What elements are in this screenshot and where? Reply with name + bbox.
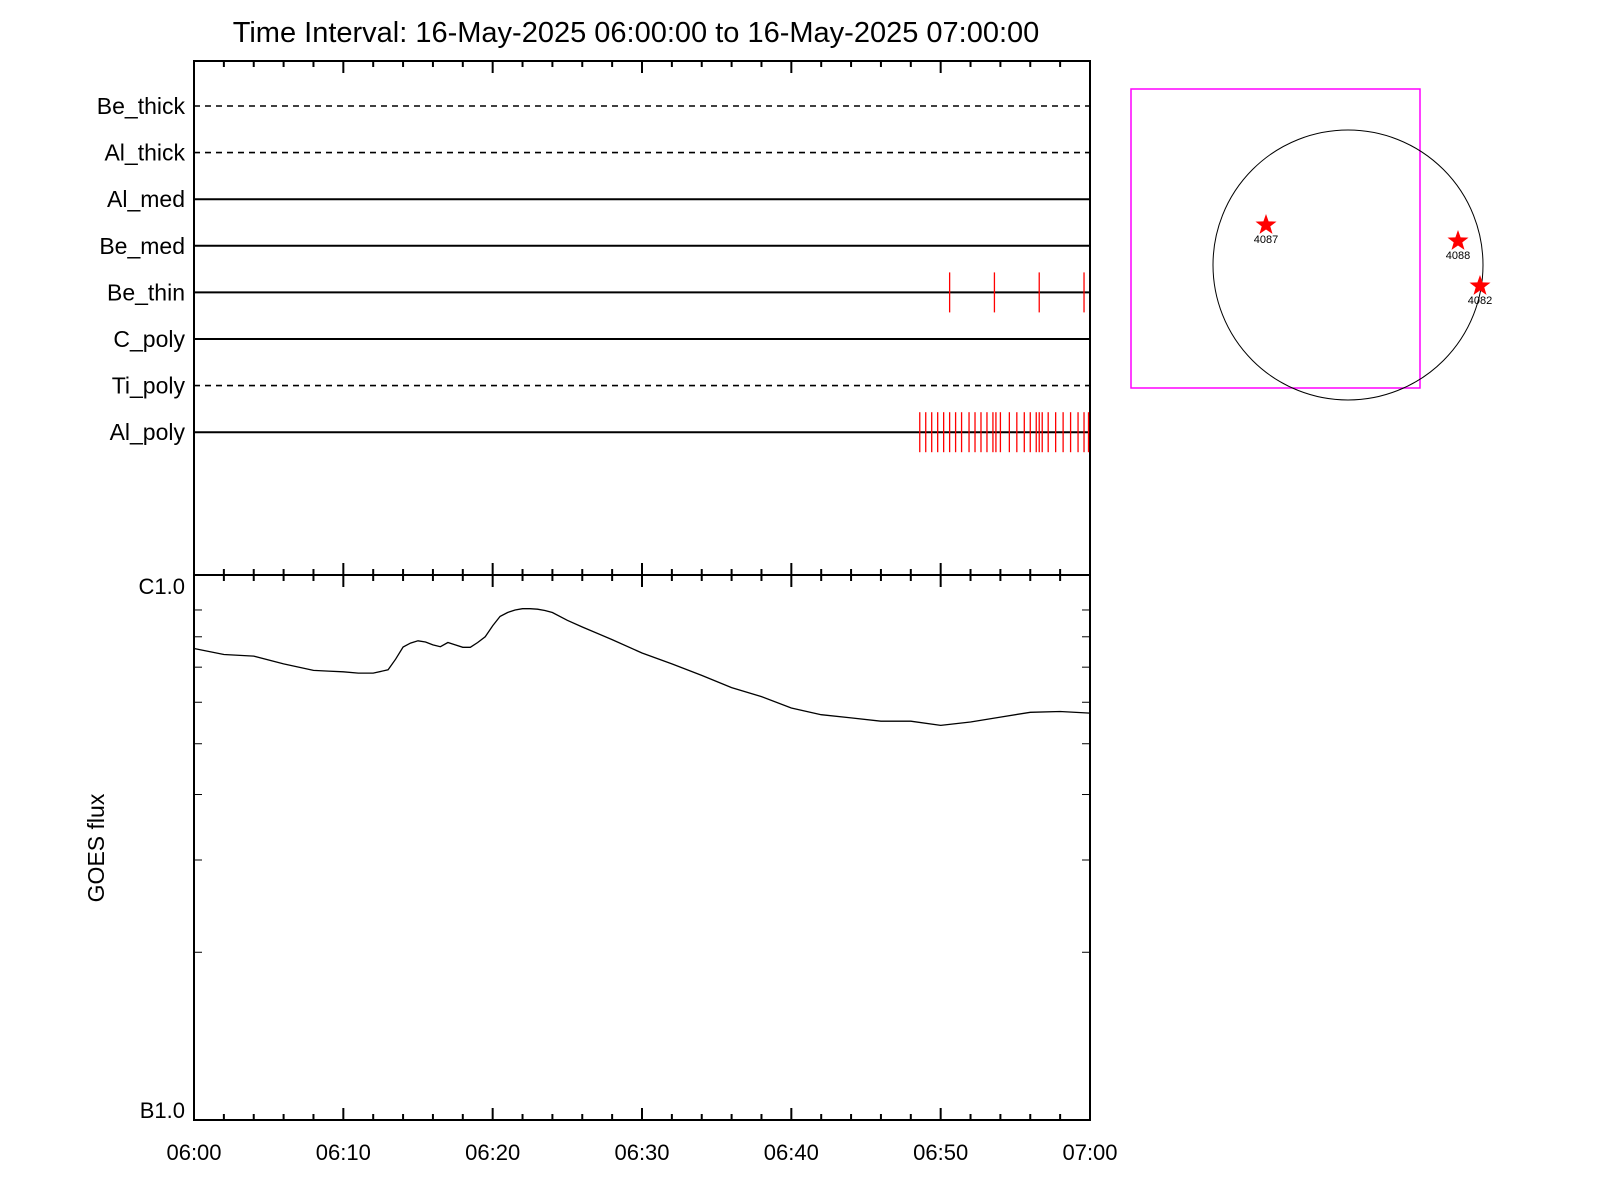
goes-y-tick-labels: C1.0 B1.0 xyxy=(139,574,185,1123)
active-region-label: 4087 xyxy=(1254,234,1278,246)
raster-frame xyxy=(193,60,1091,576)
plot-title: Time Interval: 16-May-2025 06:00:00 to 1… xyxy=(233,17,1040,49)
y-tick-label: C1.0 xyxy=(139,574,185,599)
raster-ticks xyxy=(193,61,1091,587)
goes-y-axis-label: GOES flux xyxy=(83,793,109,902)
y-tick-label: B1.0 xyxy=(140,1098,185,1123)
x-tick-label: 06:40 xyxy=(764,1140,819,1165)
solar-disk-map: 4087 4088 4082 xyxy=(1130,88,1492,401)
x-tick-label: 06:20 xyxy=(465,1140,520,1165)
solar-disk-outline xyxy=(1212,129,1484,401)
field-of-view-box xyxy=(1130,88,1421,389)
active-region-star-icon xyxy=(1447,230,1469,250)
goes-flux-line xyxy=(193,608,1091,727)
goes-ticks xyxy=(193,609,1091,1120)
x-tick-label: 06:10 xyxy=(316,1140,371,1165)
raster-row-label: Be_thin xyxy=(107,279,185,305)
raster-row-label: C_poly xyxy=(113,326,185,352)
goes-flux-panel: C1.0B1.0 06:00 06:10 06:20 06:30 06:40 06:50 0… xyxy=(83,574,1118,1165)
x-tick-label: 06:00 xyxy=(166,1140,221,1165)
active-region-star-icon xyxy=(1469,275,1491,295)
goes-frame xyxy=(193,574,1091,1121)
event-raster-panel: Be_thick Al_thick Al_med Be_med Be_thin C_pol… xyxy=(97,60,1091,587)
x-tick-label: 06:50 xyxy=(913,1140,968,1165)
active-region-label: 4088 xyxy=(1446,250,1470,262)
x-tick-label: 06:30 xyxy=(614,1140,669,1165)
raster-row-label: Al_thick xyxy=(104,140,185,166)
raster-row-label: Al_poly xyxy=(110,419,186,445)
active-region-label: 4082 xyxy=(1468,295,1492,307)
goes-x-tick-labels: 06:00 06:10 06:20 06:30 06:40 06:50 07:00 xyxy=(166,1140,1117,1165)
raster-rows: Be_thick Al_thick Al_med Be_med Be_thin C_pol… xyxy=(97,93,1090,445)
active-region-markers: 4087 4088 4082 xyxy=(1254,214,1492,307)
raster-row-label: Be_med xyxy=(99,233,185,259)
raster-row-label: Al_med xyxy=(107,186,185,212)
raster-row-label: Be_thick xyxy=(97,93,186,119)
x-tick-label: 07:00 xyxy=(1062,1140,1117,1165)
raster-row-label: Ti_poly xyxy=(112,373,186,399)
active-region-star-icon xyxy=(1255,214,1277,234)
raster-events xyxy=(919,272,1090,453)
